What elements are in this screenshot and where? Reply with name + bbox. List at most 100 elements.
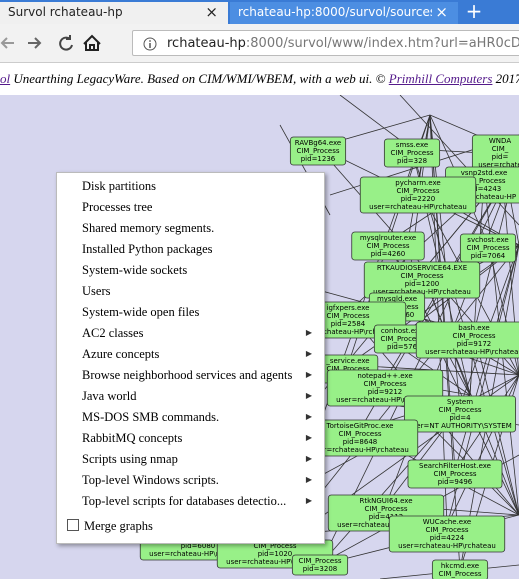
- node-label: pid=4224: [430, 534, 465, 542]
- node-box: [388, 515, 506, 553]
- node-label: igfxpers.exe: [327, 304, 370, 312]
- node-label: System: [447, 398, 473, 406]
- submenu-arrow: ▶: [305, 370, 312, 379]
- menu-item[interactable]: System-wide open files: [82, 302, 312, 322]
- submenu-arrow: ▶: [305, 349, 312, 358]
- node-label: RtkNGUI64.exe: [359, 497, 412, 505]
- node-label: pid=4: [449, 414, 471, 422]
- graph-node[interactable]: vsnp2std.exeCIM_Processpid=4243user=rcha…: [445, 166, 519, 204]
- graph-node[interactable]: RTKAUDIOSERVICE64.EXECIM_Processpid=1200…: [363, 261, 481, 299]
- menu-label: Top-level scripts for databases detectio…: [82, 494, 287, 508]
- node-label: CIM_Process: [296, 147, 339, 155]
- back[interactable]: [0, 37, 14, 49]
- menu-label: MS-DOS SMB commands.: [82, 410, 220, 424]
- submenu-arrow: ▶: [305, 391, 312, 400]
- menu-item[interactable]: Top-level Windows scripts. ▶: [82, 470, 312, 490]
- node-box: [403, 395, 516, 433]
- menu-item[interactable]: RabbitMQ concepts ▶: [82, 428, 312, 448]
- menu-item[interactable]: Java world ▶: [82, 386, 312, 406]
- node-label: TortoiseGitProc.exe: [326, 422, 394, 430]
- checkbox-item[interactable]: Merge graphs: [67, 516, 297, 536]
- new-tab[interactable]: +: [465, 0, 483, 23]
- submenu-arrow: ▶: [305, 328, 312, 337]
- menu-item[interactable]: Top-level scripts for databases detectio…: [82, 491, 312, 511]
- node-label: user=rchateau-HP\rchateau: [337, 521, 435, 529]
- node-label: notepad++.exe: [357, 372, 412, 380]
- menu-item[interactable]: System-wide sockets: [82, 260, 312, 280]
- menu-label: Browse neighborhood services and agents: [82, 368, 293, 382]
- node-label: CIM_Process: [366, 242, 409, 250]
- node-label: CIM_Process: [400, 272, 443, 280]
- home[interactable]: [83, 34, 101, 51]
- node-label: CIM_Process: [438, 570, 481, 578]
- node-box: [289, 136, 347, 166]
- node-label: user=rchateau-HP\rchateau: [369, 203, 467, 211]
- toolbar: rchateau-hp:8000/survol/www/index.htm?ur…: [0, 24, 519, 63]
- menu-item[interactable]: Processes tree: [82, 197, 312, 217]
- menu-item[interactable]: Browse neighborhood services and agents ▶: [82, 365, 312, 385]
- menu-label: Disk partitions: [82, 179, 156, 193]
- node-label: CIM_Process: [462, 177, 505, 185]
- node-label: smss.exe: [396, 141, 428, 149]
- node-label: pid=4112: [369, 513, 404, 521]
- node-label: CIM_Process: [390, 149, 433, 157]
- tab-close[interactable]: ×: [435, 3, 448, 21]
- node-label: user=rchateau-HP\rchateau: [373, 288, 471, 296]
- node-label: conhost.exe: [381, 327, 423, 335]
- link[interactable]: ol: [0, 71, 11, 86]
- reload[interactable]: [59, 35, 73, 51]
- menu-label: Installed Python packages: [82, 242, 213, 256]
- graph-node[interactable]: WUCache.exeCIM_Processpid=4224user=rchat…: [388, 515, 506, 553]
- node-label: CIM_Process: [363, 380, 406, 388]
- menu-item[interactable]: Scripts using nmap ▶: [82, 449, 312, 469]
- node-label: user=rchateau-HP\rchateau: [311, 446, 409, 454]
- node-label: pid=328: [397, 157, 427, 165]
- menu-item[interactable]: Shared memory segments.: [82, 218, 312, 238]
- graph: RAVBg64.exeCIM_Processpid=1236smss.exeCI…: [139, 95, 519, 579]
- menu-item[interactable]: AC2 classes ▶: [82, 323, 312, 343]
- node-box: [459, 233, 517, 263]
- node-label: pid=9496: [438, 478, 473, 486]
- node-label: pid=1020: [258, 550, 293, 558]
- tab-title: Survol rchateau-hp: [8, 5, 123, 19]
- submenu-arrow: ▶: [305, 433, 312, 442]
- node-label: pycharm.exe: [395, 179, 440, 187]
- tab[interactable]: rchateau-hp:8000/survol/sources_type×: [230, 2, 458, 24]
- forward[interactable]: [28, 37, 42, 49]
- tab[interactable]: Survol rchateau-hp ×: [0, 2, 228, 24]
- menu-item[interactable]: MS-DOS SMB commands. ▶: [82, 407, 312, 427]
- node-label: user=rchateau-HP: [452, 193, 516, 201]
- node-label: CIM_Process: [326, 312, 369, 320]
- header-year: 2017: [492, 71, 519, 86]
- link[interactable]: Primhill Computers: [388, 71, 493, 86]
- node-label: pid=4260: [371, 250, 406, 258]
- header-text: Unearthing LegacyWare. Based on CIM/WMI/…: [10, 71, 389, 86]
- checkbox[interactable]: [67, 519, 79, 531]
- graph-node[interactable]: TortoiseGitProc.exeCIM_Processpid=8648us…: [301, 419, 419, 457]
- node-label: SearchFilterHost.exe: [419, 462, 491, 470]
- graph-node[interactable]: bash.exeCIM_Processpid=9172user=rchateau…: [415, 321, 519, 359]
- tab-close[interactable]: ×: [205, 3, 218, 21]
- graph-node[interactable]: pycharm.exeCIM_Processpid=2220user=rchat…: [359, 176, 477, 214]
- menu-label: System-wide sockets: [82, 263, 188, 277]
- info-icon: [143, 37, 157, 51]
- menu-item[interactable]: Installed Python packages: [82, 239, 312, 259]
- menu-item[interactable]: Users: [82, 281, 312, 301]
- url-bar[interactable]: rchateau-hp:8000/survol/www/index.htm?ur…: [132, 30, 519, 56]
- menu-item[interactable]: Azure concepts ▶: [82, 344, 312, 364]
- node-label: pid=9212: [368, 388, 403, 396]
- node-box: [291, 554, 349, 576]
- node-label: bash.exe: [458, 324, 489, 332]
- node-label: pid=: [492, 153, 509, 161]
- node-box: [359, 176, 477, 214]
- menu-item[interactable]: Disk partitions: [82, 176, 312, 196]
